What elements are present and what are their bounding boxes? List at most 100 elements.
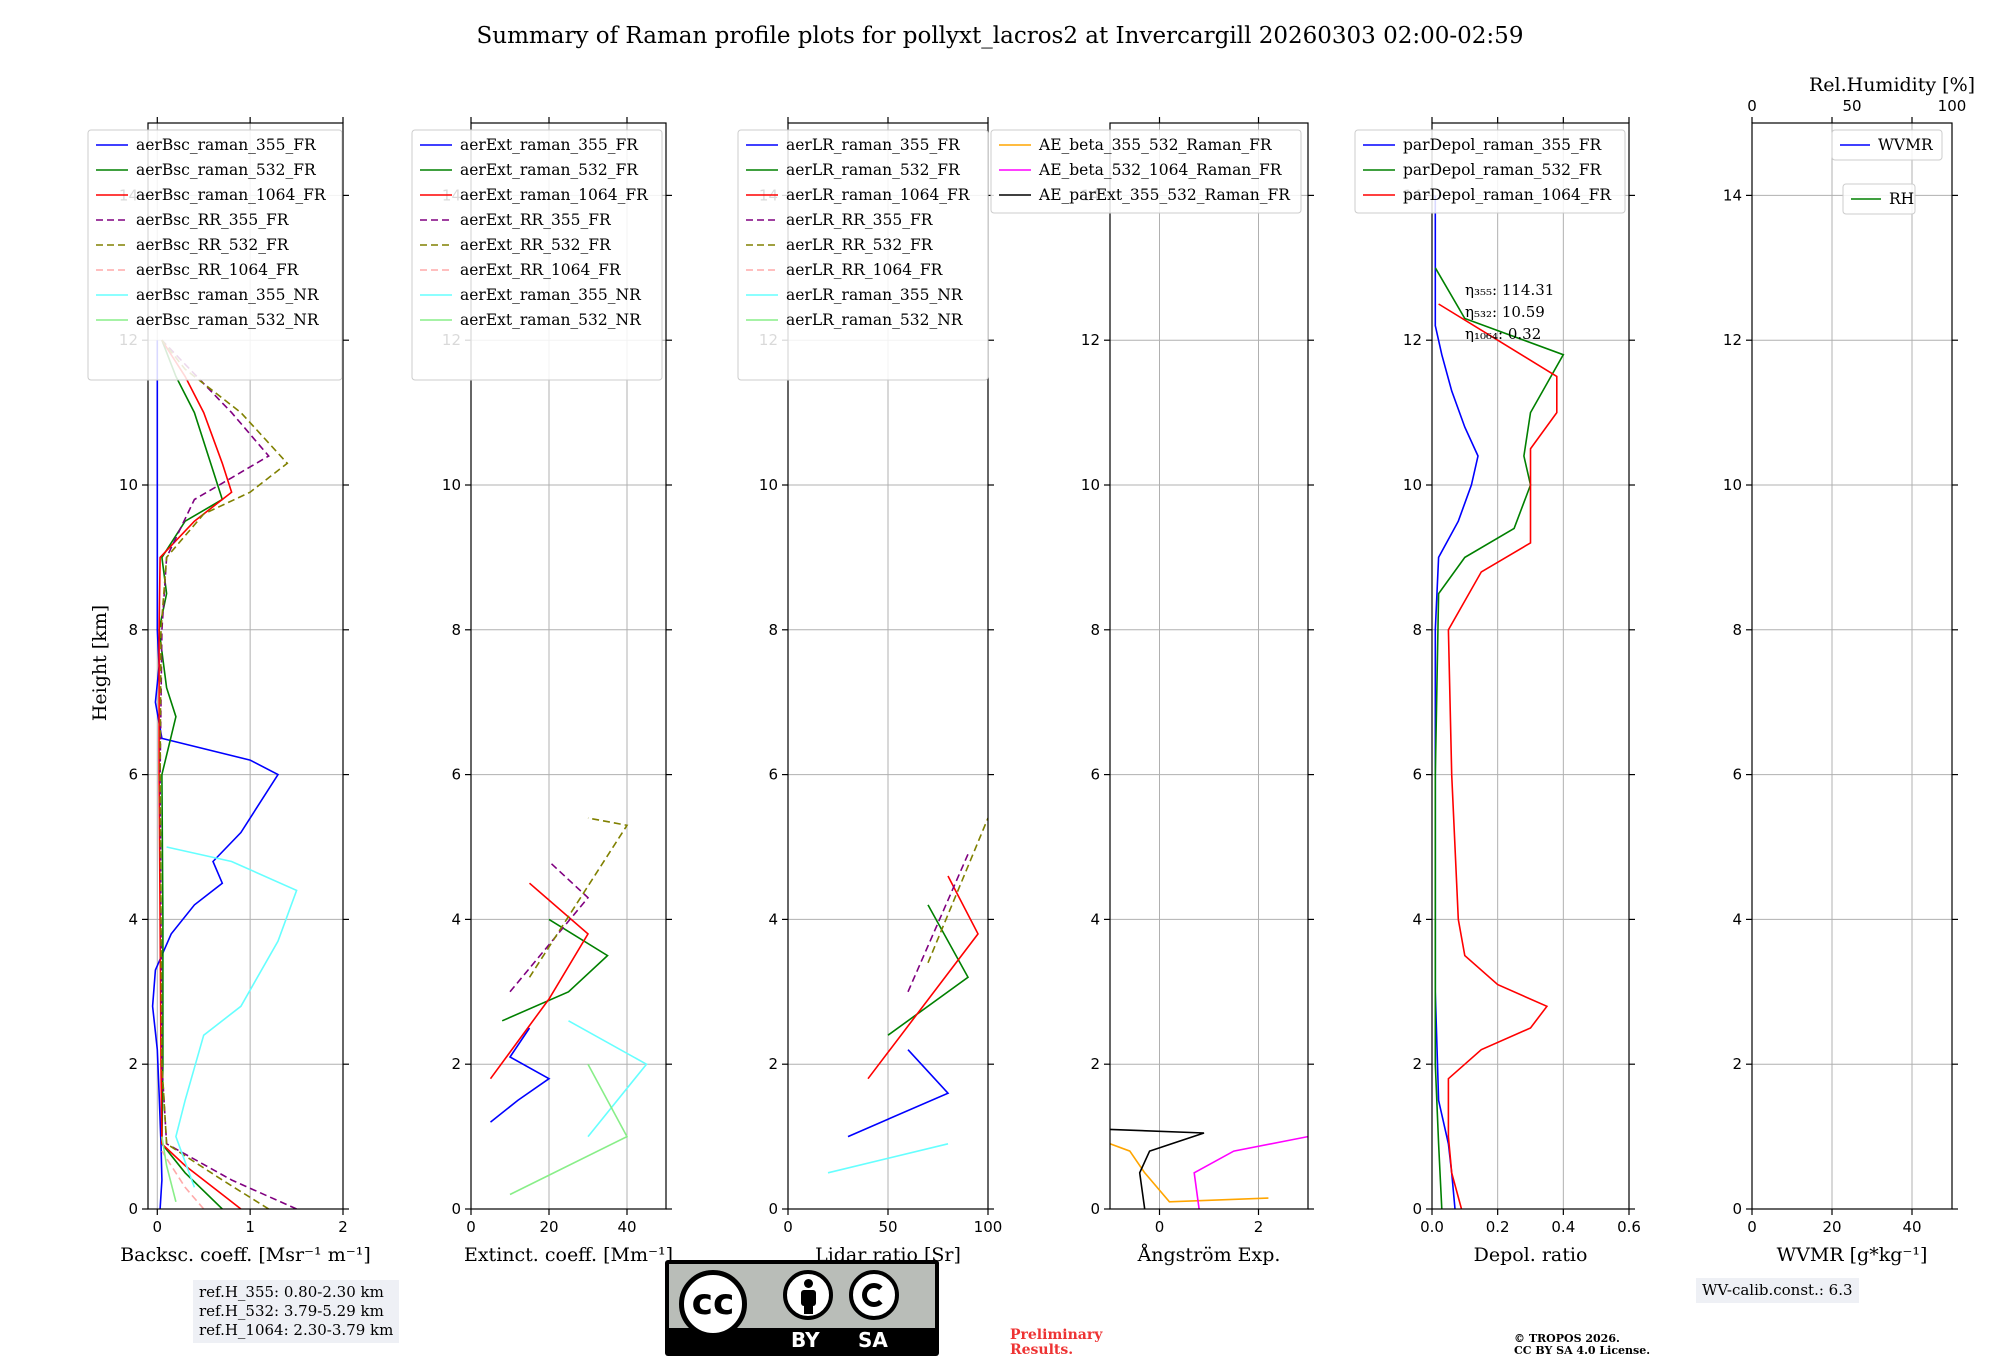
y-tick-label: 4 <box>768 910 778 928</box>
legend-label: aerLR_RR_355_FR <box>786 211 934 229</box>
y-tick-label: 0 <box>451 1200 461 1218</box>
copyright-line-2: CC BY SA 4.0 License. <box>1514 1344 1651 1357</box>
y-tick-label: 4 <box>451 910 461 928</box>
series-parDepol_raman_355_FR <box>1434 195 1479 1209</box>
series-aerExt_RR_532_FR <box>528 817 629 978</box>
wv-calibration-constant: WV-calib.const.: 6.3 <box>1702 1281 1853 1299</box>
ref-height-1064: ref.H_1064: 2.30-3.79 km <box>199 1321 394 1339</box>
series-aerBsc_RR_1064_FR <box>161 1150 205 1209</box>
legend-label: aerExt_raman_355_FR <box>460 136 639 154</box>
legend-label: aerExt_RR_532_FR <box>460 236 612 254</box>
y-tick-label: 2 <box>1732 1055 1742 1073</box>
series-aerExt_raman_532_NR <box>509 1063 629 1196</box>
panel-water_vapor: 0 20 40 0 2 4 6 8 10 12 14 WVMR [g*kg⁻¹] 0 50 100Rel.H… <box>1723 74 1975 1266</box>
ref-height-532: ref.H_532: 3.79-5.29 km <box>199 1302 384 1320</box>
y-tick-label: 8 <box>451 621 461 639</box>
y-tick-label: 8 <box>128 621 138 639</box>
series-aerLR_RR_355_FR <box>907 853 969 993</box>
attribution-icon <box>783 1270 833 1320</box>
share-alike-icon <box>849 1270 899 1320</box>
y-tick-label: 2 <box>768 1055 778 1073</box>
x-tick-label: 20 <box>539 1218 558 1236</box>
x-tick-label: 0.6 <box>1617 1218 1641 1236</box>
y-tick-label: 2 <box>1412 1055 1422 1073</box>
y-tick-label: 10 <box>1403 476 1422 494</box>
y-tick-label: 6 <box>1732 766 1742 784</box>
legend-label: aerLR_raman_532_FR <box>786 161 961 179</box>
legend: WVMR RH <box>1831 129 1943 215</box>
x-tick-label: 50 <box>878 1218 897 1236</box>
x-tick-label: 100 <box>974 1218 1003 1236</box>
series-group <box>151 339 298 1209</box>
legend-label: AE_parExt_355_532_Raman_FR <box>1038 186 1291 204</box>
y-tick-label: 6 <box>451 766 461 784</box>
x-tick-label: 2 <box>338 1218 348 1236</box>
y-tick-label: 8 <box>1732 621 1742 639</box>
series-group <box>1110 1128 1308 1209</box>
y-tick-label: 12 <box>1723 331 1742 349</box>
series-parDepol_raman_532_FR <box>1434 267 1565 1209</box>
legend-box <box>737 129 989 381</box>
y-tick-label: 4 <box>128 910 138 928</box>
legend-box <box>411 129 663 381</box>
series-aerBsc_raman_532_NR <box>161 1136 177 1202</box>
series-aerExt_raman_1064_FR <box>489 882 590 1080</box>
y-tick-label: 4 <box>1412 910 1422 928</box>
series-aerBsc_raman_355_NR <box>166 846 298 1188</box>
y-tick-label: 6 <box>128 766 138 784</box>
series-AE_parExt_355_532_Raman_FR <box>1110 1128 1205 1209</box>
x-tick-label: 0 <box>783 1218 793 1236</box>
axes-frame <box>470 122 667 1210</box>
axes-frame <box>1109 122 1309 1210</box>
legend-label: aerBsc_raman_532_NR <box>136 311 320 329</box>
y-tick-label: 2 <box>451 1055 461 1073</box>
panels: 01202468101214Backsc. coeff. [Msr⁻¹ m⁻¹]… <box>87 74 1975 1266</box>
wv-calibration-box: WV-calib.const.: 6.3 <box>1696 1278 1859 1303</box>
preliminary-line-2: Results. <box>1010 1342 1074 1358</box>
legend-label: AE_beta_355_532_Raman_FR <box>1038 136 1273 154</box>
y-axis-label: Height [km] <box>89 605 111 721</box>
legend-label: parDepol_raman_1064_FR <box>1403 186 1612 204</box>
x-tick-label: 0.4 <box>1551 1218 1575 1236</box>
y-tick-label: 0 <box>768 1200 778 1218</box>
ref-height-355: ref.H_355: 0.80-2.30 km <box>199 1283 384 1301</box>
copyright-line-1: © TROPOS 2026. <box>1514 1332 1620 1345</box>
eta-355-label: η₃₅₅: 114.31 <box>1465 281 1554 299</box>
y-tick-label: 0 <box>1412 1200 1422 1218</box>
legend-label: aerLR_raman_1064_FR <box>786 186 971 204</box>
legend-label: aerLR_RR_1064_FR <box>786 261 944 279</box>
series-aerLR_raman_1064_FR <box>867 875 979 1080</box>
series-parDepol_raman_1064_FR <box>1438 303 1558 1209</box>
eta-1064-label: η₁₀₆₄: 0.32 <box>1465 325 1541 343</box>
x-axis-label: Ångström Exp. <box>1137 1244 1281 1266</box>
legend-label: aerExt_RR_1064_FR <box>460 261 622 279</box>
legend-label: WVMR <box>1878 136 1934 154</box>
y-tick-label: 8 <box>1412 621 1422 639</box>
series-aerLR_raman_532_FR <box>887 904 970 1036</box>
legend-box <box>1831 129 1943 161</box>
x-tick-label: 20 <box>1822 1218 1841 1236</box>
y-tick-label: 10 <box>119 476 138 494</box>
series-aerExt_raman_355_FR <box>490 1027 551 1123</box>
y-tick-label: 8 <box>768 621 778 639</box>
legend-label: aerLR_raman_355_NR <box>786 286 964 304</box>
legend-label: aerExt_RR_355_FR <box>460 211 612 229</box>
series-aerLR_raman_355_FR <box>847 1049 950 1138</box>
preliminary-line-1: Preliminary <box>1010 1327 1103 1343</box>
y-tick-label: 6 <box>1090 766 1100 784</box>
top-x-tick-label: 50 <box>1842 97 1861 115</box>
legend-label: aerLR_RR_532_FR <box>786 236 934 254</box>
legend-label: aerBsc_RR_1064_FR <box>136 261 300 279</box>
legend-label: aerBsc_raman_532_FR <box>136 161 317 179</box>
panel-angstrom: 0202468101214Ångström Exp.AE_beta_355_53… <box>990 117 1314 1266</box>
x-tick-label: 0 <box>1747 1218 1757 1236</box>
x-tick-label: 40 <box>1902 1218 1921 1236</box>
legend-label: parDepol_raman_532_FR <box>1403 161 1603 179</box>
y-tick-label: 14 <box>1723 186 1742 204</box>
y-tick-label: 12 <box>1081 331 1100 349</box>
x-tick-label: 0 <box>1155 1218 1165 1236</box>
y-tick-label: 10 <box>1081 476 1100 494</box>
badge-sa-label: SA <box>858 1328 888 1352</box>
legend-box <box>990 129 1302 214</box>
